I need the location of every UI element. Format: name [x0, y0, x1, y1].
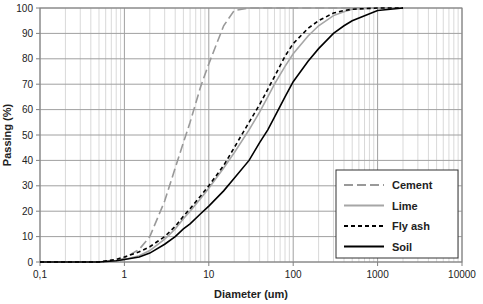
x-tick	[293, 262, 294, 266]
y-tick-label: 90	[22, 28, 34, 39]
chart: 0,1 1 10 100 1000 10000 0 10 20 30 40 50 60 70 80 90 100…	[0, 0, 483, 304]
y-grid-line	[40, 109, 462, 110]
y-grid-line	[40, 84, 462, 85]
x-tick	[124, 262, 125, 266]
y-grid-line	[40, 135, 462, 136]
y-tick-label: 70	[22, 79, 34, 90]
y-tick	[36, 236, 40, 237]
legend-label: Fly ash	[392, 220, 430, 232]
background	[0, 0, 483, 304]
x-tick-label: 10000	[448, 269, 476, 280]
y-grid-line	[40, 33, 462, 34]
legend: Cement Lime Fly ash Soil	[336, 170, 458, 258]
y-tick-label: 20	[22, 206, 34, 217]
x-tick-label: 0,1	[33, 269, 47, 280]
plot-frame	[40, 8, 462, 262]
y-tick	[36, 109, 40, 110]
y-grid-line	[40, 160, 462, 161]
y-tick-label: 80	[22, 53, 34, 64]
legend-label: Lime	[392, 200, 418, 212]
x-tick-label: 100	[285, 269, 302, 280]
legend-label: Soil	[392, 241, 412, 253]
grid	[40, 8, 462, 262]
x-tick	[377, 262, 378, 266]
y-tick-label: 30	[22, 180, 34, 191]
y-grid-line	[40, 58, 462, 59]
x-tick-label: 1000	[366, 269, 389, 280]
y-tick-label: 10	[22, 231, 34, 242]
y-tick	[36, 185, 40, 186]
y-tick	[36, 84, 40, 85]
y-tick-label: 40	[22, 155, 34, 166]
y-tick	[36, 211, 40, 212]
y-tick	[36, 160, 40, 161]
y-tick	[36, 58, 40, 59]
y-tick	[36, 33, 40, 34]
legend-box	[336, 170, 458, 258]
y-tick-label: 0	[27, 257, 33, 268]
y-tick-label: 100	[16, 3, 33, 14]
x-tick-label: 1	[122, 269, 128, 280]
legend-swatch	[344, 205, 384, 207]
x-tick-label: 10	[203, 269, 215, 280]
y-axis-label: Passing (%)	[1, 103, 13, 166]
y-tick-label: 60	[22, 104, 34, 115]
x-axis-label: Diameter (um)	[214, 288, 288, 300]
x-tick	[208, 262, 209, 266]
y-tick	[36, 135, 40, 136]
y-tick	[36, 262, 40, 263]
legend-swatch	[344, 184, 384, 186]
y-tick-label: 50	[22, 130, 34, 141]
legend-swatch	[344, 246, 384, 248]
legend-swatch	[344, 225, 384, 227]
legend-label: Cement	[392, 179, 433, 191]
x-tick	[462, 262, 463, 266]
y-tick	[36, 8, 40, 9]
